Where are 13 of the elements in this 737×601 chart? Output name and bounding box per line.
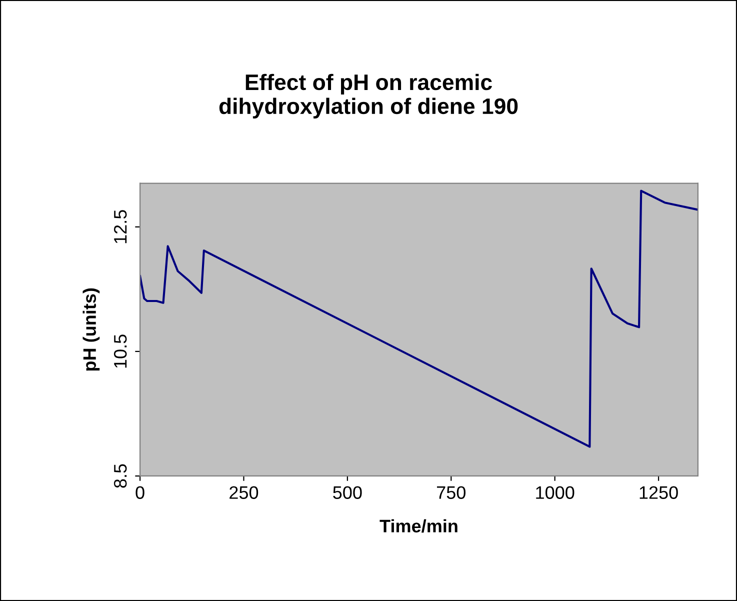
x-tick-label: 500 (333, 486, 362, 499)
y-axis-title: pH (units) (82, 288, 100, 371)
x-tick-label: 1000 (536, 486, 574, 499)
x-tick-label: 250 (230, 486, 258, 499)
y-tick-label: 10.5 (114, 334, 127, 368)
chart-title: Effect of pH on racemic dihydroxylation of diene 190 (219, 74, 518, 118)
line-series (140, 190, 698, 448)
y-tick-label: 8.5 (114, 464, 127, 488)
x-axis-title: Time/min (380, 519, 458, 533)
x-tick-label: 0 (136, 486, 144, 499)
x-tick-label: 750 (436, 486, 466, 499)
y-tick-label: 12.5 (114, 210, 127, 244)
x-tick-label: 1250 (640, 486, 678, 499)
